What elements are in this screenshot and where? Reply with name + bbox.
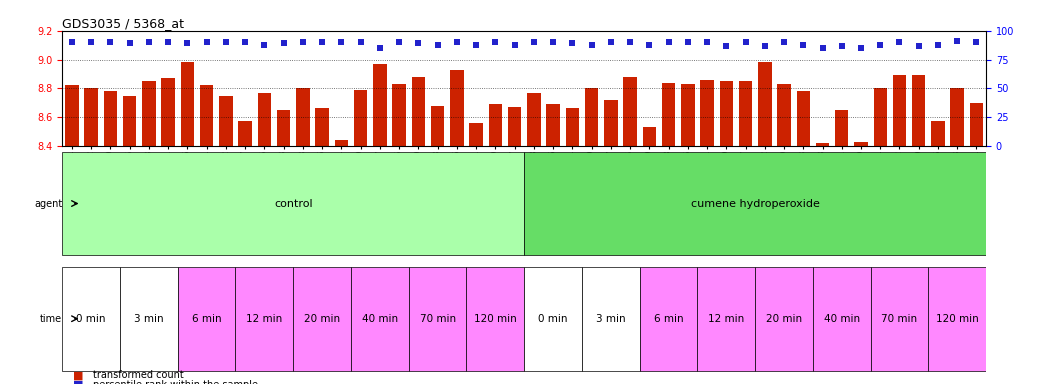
Bar <box>777 84 791 146</box>
Text: 40 min: 40 min <box>362 314 398 324</box>
Text: time: time <box>40 314 62 324</box>
Bar <box>316 108 329 146</box>
Text: percentile rank within the sample: percentile rank within the sample <box>93 380 258 384</box>
Bar <box>508 107 521 146</box>
Text: 6 min: 6 min <box>192 314 221 324</box>
FancyBboxPatch shape <box>524 267 582 371</box>
FancyBboxPatch shape <box>755 267 813 371</box>
Text: ■: ■ <box>73 370 83 380</box>
Bar <box>912 75 926 146</box>
FancyBboxPatch shape <box>698 267 755 371</box>
FancyBboxPatch shape <box>871 267 928 371</box>
Text: ■: ■ <box>73 380 83 384</box>
Bar <box>142 81 156 146</box>
Text: 0 min: 0 min <box>539 314 568 324</box>
Bar <box>450 70 464 146</box>
Bar <box>277 110 291 146</box>
Bar <box>739 81 753 146</box>
Bar <box>431 106 444 146</box>
Bar <box>412 77 426 146</box>
Text: control: control <box>274 199 312 209</box>
Bar <box>701 80 714 146</box>
Bar <box>566 108 579 146</box>
FancyBboxPatch shape <box>409 267 466 371</box>
Bar <box>584 88 598 146</box>
Bar <box>758 62 771 146</box>
Bar <box>796 91 810 146</box>
Bar <box>200 85 214 146</box>
Bar <box>334 140 348 146</box>
Bar <box>874 88 887 146</box>
Text: 120 min: 120 min <box>474 314 517 324</box>
Bar <box>354 90 367 146</box>
Bar <box>84 88 98 146</box>
Text: GDS3035 / 5368_at: GDS3035 / 5368_at <box>62 17 185 30</box>
FancyBboxPatch shape <box>813 267 871 371</box>
Bar <box>489 104 502 146</box>
Bar <box>969 103 983 146</box>
FancyBboxPatch shape <box>466 267 524 371</box>
Text: 70 min: 70 min <box>419 314 456 324</box>
Text: cumene hydroperoxide: cumene hydroperoxide <box>690 199 820 209</box>
Bar <box>161 78 174 146</box>
Bar <box>719 81 733 146</box>
Bar <box>546 104 559 146</box>
Bar <box>181 62 194 146</box>
Bar <box>893 75 906 146</box>
Text: 12 min: 12 min <box>246 314 282 324</box>
Text: 20 min: 20 min <box>766 314 802 324</box>
Bar <box>527 93 541 146</box>
Bar <box>469 123 483 146</box>
Text: agent: agent <box>34 199 62 209</box>
Bar <box>623 77 636 146</box>
Text: 6 min: 6 min <box>654 314 683 324</box>
FancyBboxPatch shape <box>639 267 698 371</box>
Text: 20 min: 20 min <box>304 314 340 324</box>
FancyBboxPatch shape <box>120 267 177 371</box>
Bar <box>951 88 964 146</box>
FancyBboxPatch shape <box>351 267 409 371</box>
Bar <box>392 84 406 146</box>
Bar <box>219 96 233 146</box>
Bar <box>257 93 271 146</box>
Text: transformed count: transformed count <box>93 370 184 380</box>
Text: 40 min: 40 min <box>824 314 859 324</box>
FancyBboxPatch shape <box>177 267 236 371</box>
Text: 120 min: 120 min <box>936 314 979 324</box>
FancyBboxPatch shape <box>236 267 293 371</box>
FancyBboxPatch shape <box>62 152 524 255</box>
Bar <box>296 88 309 146</box>
FancyBboxPatch shape <box>928 267 986 371</box>
Bar <box>643 127 656 146</box>
Bar <box>239 121 252 146</box>
Bar <box>662 83 676 146</box>
FancyBboxPatch shape <box>293 267 351 371</box>
Bar <box>854 142 868 146</box>
Bar <box>816 143 829 146</box>
Bar <box>604 100 618 146</box>
Bar <box>104 91 117 146</box>
Text: 3 min: 3 min <box>134 314 164 324</box>
FancyBboxPatch shape <box>582 267 639 371</box>
Bar <box>681 84 694 146</box>
Text: 70 min: 70 min <box>881 314 918 324</box>
Text: 0 min: 0 min <box>77 314 106 324</box>
Bar <box>373 64 386 146</box>
FancyBboxPatch shape <box>524 152 986 255</box>
Bar <box>931 121 945 146</box>
Bar <box>65 85 79 146</box>
Text: 12 min: 12 min <box>708 314 744 324</box>
FancyBboxPatch shape <box>62 267 120 371</box>
Bar <box>122 96 136 146</box>
Bar <box>835 110 848 146</box>
Text: 3 min: 3 min <box>596 314 626 324</box>
